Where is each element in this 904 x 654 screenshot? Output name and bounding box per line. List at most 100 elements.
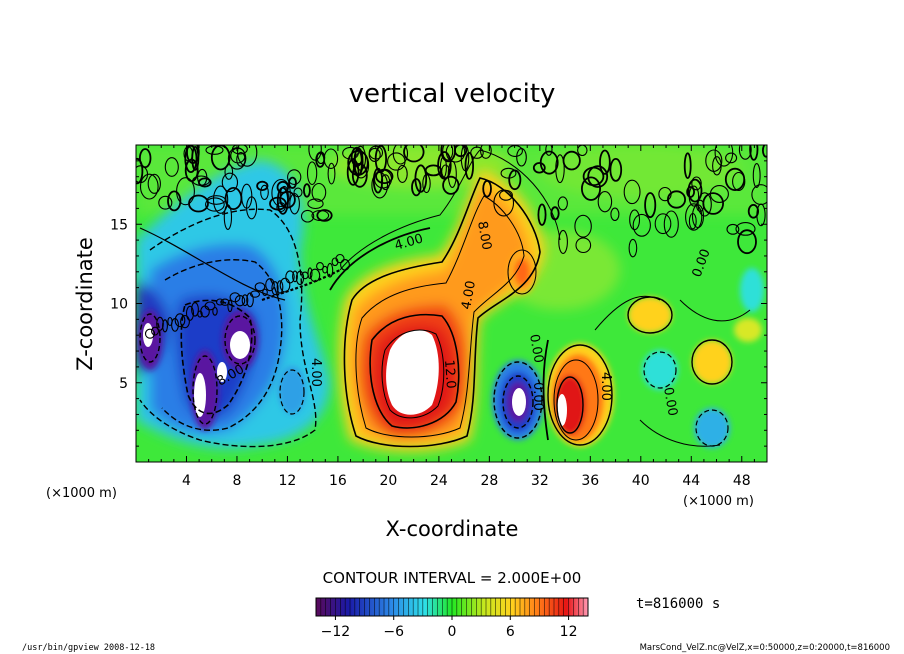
y-tick-label: 10 (110, 297, 128, 313)
time-label: t=816000 s (636, 596, 720, 612)
noise-contour (609, 157, 623, 182)
x-axis-title: X-coordinate (386, 517, 519, 541)
shear-contour (276, 280, 284, 294)
noise-contour (654, 213, 672, 235)
shear-contour (307, 267, 313, 280)
shear-contour (326, 262, 334, 278)
noise-contour (709, 185, 729, 203)
contour-label: 4.00 (598, 372, 613, 401)
shear-contour (241, 294, 249, 307)
updraft-34-core (557, 394, 567, 426)
noise-contour (482, 179, 492, 198)
noise-contour (403, 145, 425, 163)
shear-contour (215, 298, 225, 306)
x-tick-label: 24 (430, 473, 448, 489)
noise-contour (212, 185, 229, 214)
shear-contour (220, 298, 230, 306)
noise-contour (167, 190, 182, 212)
shear-contour (262, 288, 268, 296)
shear-contour (292, 270, 298, 283)
noise-contour (442, 175, 460, 195)
colorbar-tick-label: 12 (560, 624, 578, 640)
noise-contour (737, 229, 757, 255)
shear-contour (254, 282, 266, 292)
noise-contour (276, 186, 289, 215)
noise-contour (558, 229, 568, 254)
noise-contour (138, 148, 152, 169)
contour-label: 0.00 (530, 382, 545, 411)
noise-contour (762, 145, 767, 158)
noise-contour (414, 164, 428, 193)
plot-area (136, 145, 767, 462)
noise-contour (747, 204, 760, 219)
noise-contour (725, 152, 738, 164)
x-tick-label: 12 (279, 473, 297, 489)
noise-contour (311, 209, 330, 222)
noise-contour (223, 204, 233, 230)
noise-contour (315, 151, 326, 168)
x-tick-label: 32 (531, 473, 549, 489)
shear-contour (227, 299, 233, 313)
noise-contour (437, 151, 452, 180)
noise-contour (246, 196, 258, 220)
noise-contour (279, 190, 296, 209)
x-tick-label: 36 (581, 473, 599, 489)
shear-contour (309, 268, 321, 283)
noise-contour (632, 213, 651, 237)
noise-contour (587, 165, 609, 188)
noise-contour (397, 164, 408, 183)
noise-contour (582, 166, 605, 187)
noise-contour (685, 203, 703, 231)
shear-contour (191, 302, 199, 317)
noise-contour (311, 182, 327, 202)
noise-contour (724, 167, 746, 191)
downdraft-far-right (642, 268, 764, 448)
x-tick-label: 28 (480, 473, 498, 489)
shear-contour (185, 305, 195, 321)
noise-contour (562, 150, 581, 171)
noise-contour (574, 214, 592, 238)
shear-contour (234, 295, 246, 307)
noise-contour (610, 207, 620, 222)
footer-left: /usr/bin/gpview 2008-12-18 (22, 643, 155, 653)
colorbar-tick-label: −12 (321, 624, 351, 640)
noise-contour (663, 210, 679, 238)
noise-contour (205, 197, 225, 212)
noise-contour (550, 206, 560, 221)
noise-contour (139, 173, 159, 200)
noise-contour (237, 145, 258, 167)
noise-contour (191, 145, 200, 171)
noise-contour (256, 180, 269, 191)
noise-contour (537, 203, 547, 226)
noise-contour (683, 152, 692, 180)
noise-contour (316, 209, 333, 222)
downdraft-patch-12 (278, 366, 306, 414)
upper-contour-noise (136, 145, 767, 339)
shear-contour (212, 306, 218, 316)
noise-contour (532, 162, 546, 174)
shear-contour (162, 319, 168, 333)
noise-contour (422, 174, 431, 194)
noise-contour (300, 209, 315, 223)
noise-contour (691, 176, 702, 191)
noise-contour (176, 177, 195, 206)
x-tick-label: 48 (733, 473, 751, 489)
noise-contour (260, 184, 269, 201)
y-axis: 5 10 15 (110, 144, 767, 463)
noise-contour (597, 191, 613, 213)
contour-labels: 4.00 8.00 4.00 12.0 0.00 4.00 0.00 0.00 … (215, 220, 714, 417)
noise-contour (158, 195, 173, 210)
noise-contour (307, 198, 324, 210)
shear-contour (204, 301, 216, 311)
noise-contour (221, 172, 239, 193)
shear-contour (335, 253, 345, 264)
colorbar: −12 −6 0 6 12 (315, 597, 589, 640)
colorbar-segments (315, 598, 589, 616)
noise-contour (236, 152, 246, 167)
noise-contour (136, 157, 144, 185)
noise-contour (184, 145, 198, 173)
noise-contour (346, 158, 360, 186)
noise-contour (726, 223, 740, 235)
updraft-central-core (386, 330, 439, 415)
